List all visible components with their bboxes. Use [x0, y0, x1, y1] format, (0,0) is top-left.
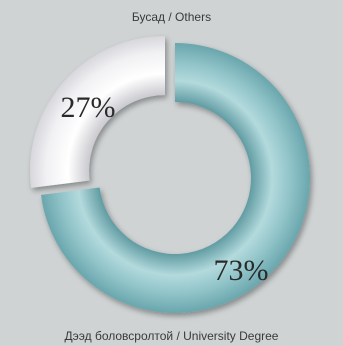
slice-value-label: 27%: [61, 91, 116, 124]
slice-value-label: 73%: [214, 254, 269, 287]
slice-others: [29, 36, 165, 188]
slice-university-degree: [41, 43, 310, 313]
slice-category-label-others: Бусад / Others: [131, 10, 212, 24]
slice-category-label-university: Дээд боловсролтой / University Degree: [64, 329, 279, 343]
